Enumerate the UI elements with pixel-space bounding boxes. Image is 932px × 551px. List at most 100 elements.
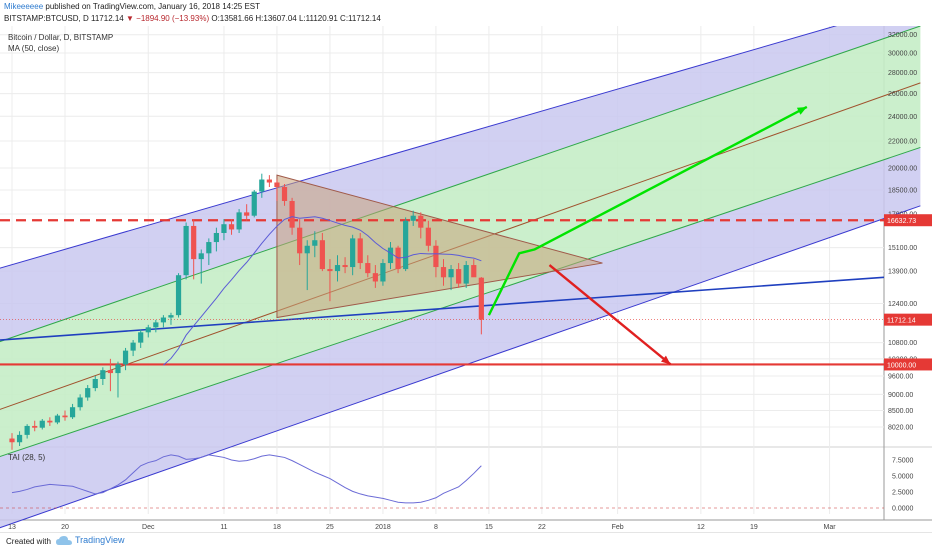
time-axis-tick-label: 12 bbox=[697, 524, 705, 531]
candle-body bbox=[138, 332, 144, 343]
candle-body bbox=[206, 242, 212, 254]
time-axis-tick-label: 22 bbox=[538, 524, 546, 531]
candle-body bbox=[312, 240, 318, 246]
candle-body bbox=[244, 212, 250, 216]
candle-body bbox=[160, 317, 166, 323]
price-axis-tick-label: 9600.00 bbox=[888, 374, 913, 381]
price-axis-tick-label: 26000.00 bbox=[888, 91, 917, 98]
candle-body bbox=[62, 415, 68, 418]
footer: Created with TradingView bbox=[0, 532, 932, 551]
price-axis-tick-label: 9000.00 bbox=[888, 392, 913, 399]
candle-body bbox=[342, 265, 348, 268]
current-price-tag-bg bbox=[884, 313, 932, 326]
candle-body bbox=[357, 238, 363, 264]
last-price: 11712.14 bbox=[90, 14, 124, 23]
symbol-name: BITSTAMP:BTCUSD, D bbox=[4, 14, 89, 23]
created-with-text: Created with bbox=[6, 537, 51, 546]
channel-line bbox=[0, 205, 921, 529]
price-chart[interactable]: 32000.00 30000.00 28000.00 26000.00 24000.00… bbox=[0, 26, 932, 532]
candle-body bbox=[251, 191, 257, 216]
candle-body bbox=[456, 269, 462, 284]
candle-body bbox=[221, 224, 227, 233]
time-axis-tick-label: 19 bbox=[750, 524, 758, 531]
time-axis-tick-label: 13 bbox=[8, 524, 16, 531]
candle-body bbox=[463, 265, 469, 284]
channel-outer-band-bottom bbox=[0, 147, 921, 528]
price-axis-tick-label: 32000.00 bbox=[888, 32, 917, 39]
price-axis-tick-label: 13900.00 bbox=[888, 269, 917, 276]
candle-body bbox=[92, 378, 98, 389]
bearish-arrow bbox=[548, 264, 672, 366]
time-axis-tick-label: 25 bbox=[326, 524, 334, 531]
time-axis-tick-label: 2018 bbox=[375, 524, 391, 531]
bullish-arrow bbox=[487, 105, 808, 316]
candle-body bbox=[115, 364, 121, 374]
candle-body bbox=[297, 227, 303, 254]
candle-body bbox=[198, 253, 204, 260]
bullish-arrow-head bbox=[796, 106, 807, 115]
channel-line bbox=[0, 26, 838, 269]
tradingview-logo[interactable]: TradingView bbox=[56, 535, 125, 546]
level-tag: 10000.00 bbox=[887, 362, 916, 369]
level-tag: 16632.73 bbox=[887, 218, 916, 225]
current-price-tag: 11712.14 bbox=[887, 318, 916, 325]
price-axis-tick-label: 8020.00 bbox=[888, 424, 913, 431]
author-link[interactable]: Mikeeeeee bbox=[4, 2, 44, 11]
indicator-label: MA (50, close) bbox=[8, 44, 59, 53]
price-axis-tick-label: 24000.00 bbox=[888, 114, 917, 121]
price-axis-tick-label: 28000.00 bbox=[888, 70, 917, 77]
candle-body bbox=[365, 263, 371, 274]
time-axis-tick-label: Feb bbox=[612, 524, 624, 531]
channel-line bbox=[0, 146, 921, 458]
publish-line: Mikeeeeee published on TradingView.com, … bbox=[4, 2, 260, 11]
candle-body bbox=[425, 227, 431, 246]
candle-body bbox=[175, 275, 182, 316]
time-axis-tick-label: 11 bbox=[220, 524, 227, 531]
price-axis-tick-label: 10800.00 bbox=[888, 340, 917, 347]
candle-body bbox=[77, 397, 83, 408]
candle-body bbox=[39, 420, 45, 428]
candle-body bbox=[266, 179, 272, 183]
candle-body bbox=[236, 212, 242, 230]
tai-line bbox=[11, 454, 482, 504]
candle-body bbox=[100, 370, 106, 379]
candle-body bbox=[85, 388, 91, 398]
price-axis-tick-label: 20000.00 bbox=[888, 165, 917, 172]
candle-body bbox=[440, 267, 447, 278]
tai-label: TAI (28, 5) bbox=[8, 453, 46, 462]
level-tag-bg bbox=[884, 358, 932, 371]
price-change: −1894.90 (−13.93%) bbox=[136, 14, 210, 23]
price-axis-tick-label: 8500.00 bbox=[888, 408, 913, 415]
tai-axis-tick-label: 0.0000 bbox=[892, 506, 914, 513]
candle-body bbox=[228, 224, 235, 230]
candle-body bbox=[9, 438, 15, 443]
candle-body bbox=[289, 200, 295, 228]
candle-body bbox=[24, 425, 30, 435]
candle-body bbox=[403, 220, 409, 270]
price-axis-tick-label: 30000.00 bbox=[888, 51, 917, 58]
candle-body bbox=[478, 277, 484, 320]
candle-body bbox=[350, 238, 356, 268]
price-axis-tick-label: 12400.00 bbox=[888, 301, 917, 308]
tai-axis-tick-label: 7.5000 bbox=[892, 458, 914, 465]
candle-body bbox=[304, 245, 310, 254]
candle-body bbox=[372, 273, 378, 282]
candle-body bbox=[259, 179, 265, 192]
published-text: published on TradingView.com, January 16… bbox=[43, 2, 261, 11]
candle-body bbox=[274, 182, 280, 188]
level-tag-bg bbox=[884, 214, 932, 227]
candle-body bbox=[281, 187, 288, 201]
candle-body bbox=[418, 215, 424, 228]
candle-body bbox=[471, 265, 477, 278]
tai-axis-tick-label: 2.5000 bbox=[892, 490, 914, 497]
change-arrow: ▼ bbox=[126, 14, 134, 23]
time-axis-tick-label: 20 bbox=[61, 524, 69, 531]
candle-body bbox=[213, 232, 219, 243]
price-axis-tick-label: 18500.00 bbox=[888, 188, 917, 195]
symbol-line: BITSTAMP:BTCUSD, D 11712.14 ▼ −1894.90 (… bbox=[4, 14, 381, 23]
candle-body bbox=[319, 240, 325, 270]
candle-body bbox=[32, 425, 38, 428]
candle-body bbox=[410, 215, 416, 221]
candle-body bbox=[387, 247, 394, 264]
tai-axis-tick-label: 5.0000 bbox=[892, 474, 914, 481]
